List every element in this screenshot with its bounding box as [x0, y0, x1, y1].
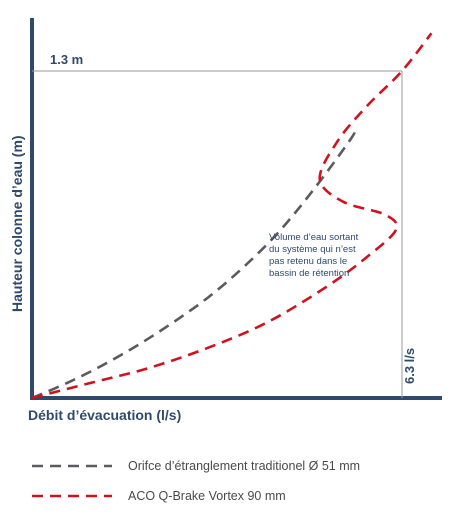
- series-layer: [31, 32, 433, 400]
- legend-label: ACO Q-Brake Vortex 90 mm: [128, 489, 286, 503]
- height-ref-label: 1.3 m: [50, 52, 83, 67]
- chart-axes: [30, 18, 442, 400]
- y-axis-title: Hauteur colonne d’eau (m): [9, 135, 25, 312]
- legend-label: Orifce d’étranglement traditionel Ø 51 m…: [128, 459, 360, 473]
- flow-ref-label: 6.3 l/s: [402, 348, 417, 384]
- annotation-line: Volume d’eau sortant: [269, 232, 359, 243]
- orifice-series-line: [31, 130, 357, 400]
- annotation-line: bassin de rétention: [269, 268, 349, 279]
- reference-lines: [32, 70, 403, 398]
- x-axis-title: Débit d’évacuation (l/s): [28, 407, 181, 423]
- legend: Orifce d’étranglement traditionel Ø 51 m…: [32, 459, 360, 503]
- vortex-series-line: [31, 32, 433, 400]
- annotation-line: du système qui n’est: [269, 244, 356, 255]
- annotation-line: pas retenu dans le: [269, 256, 347, 267]
